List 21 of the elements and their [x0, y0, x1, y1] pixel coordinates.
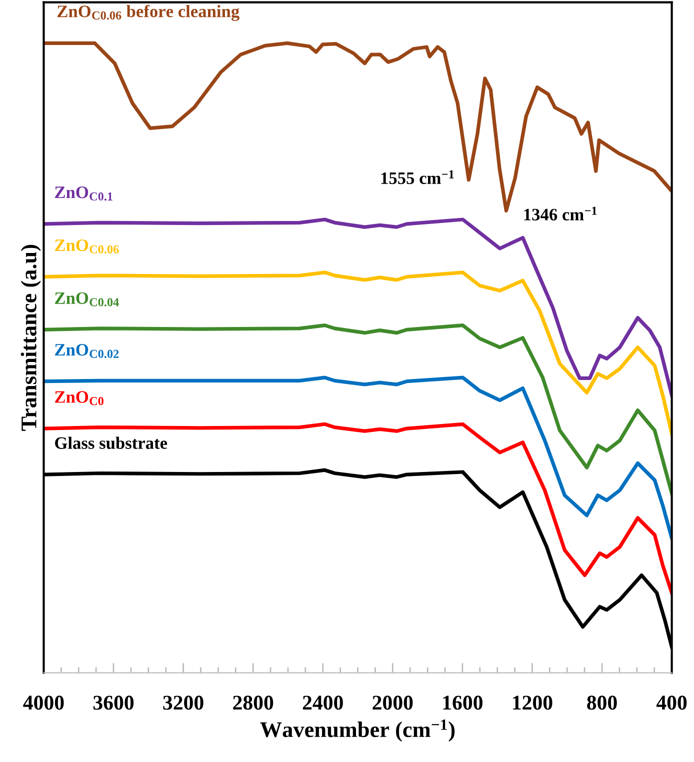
series-label: ZnO$_{C0.06}$ before cleaning: [57, 4, 240, 21]
series-label: ZnO$_{C0.06}$: [55, 239, 119, 254]
x-tick-label: 2400: [302, 696, 343, 710]
x-tick-label: 2800: [233, 696, 274, 710]
x-tick-label: 800: [587, 696, 617, 710]
series-label: ZnO$_{C0.02}$: [55, 344, 119, 358]
x-tick-label: 1600: [443, 696, 482, 710]
y-axis-title: Transmittance (a.u): [20, 244, 41, 431]
x-tick-label: 4000: [23, 696, 64, 710]
series-label: ZnO$_{C0}$: [55, 391, 104, 406]
x-tick-label: 3600: [93, 696, 134, 710]
x-tick-label: 1200: [513, 696, 552, 710]
series-label: ZnO$_{C0.04}$: [55, 292, 119, 306]
x-axis-title: Wavenumber (cm$^{−1}$): [260, 720, 455, 742]
x-tick-label: 400: [656, 696, 687, 710]
series-label: Glass substrate: [55, 436, 168, 449]
series-label: ZnO$_{C0.1}$: [55, 186, 112, 201]
annotation: 1555 cm$^{−1}$: [381, 170, 454, 184]
x-tick-label: 3200: [163, 696, 204, 710]
annotation: 1346 cm$^{−1}$: [524, 206, 597, 220]
x-tick-label: 2000: [372, 696, 413, 710]
